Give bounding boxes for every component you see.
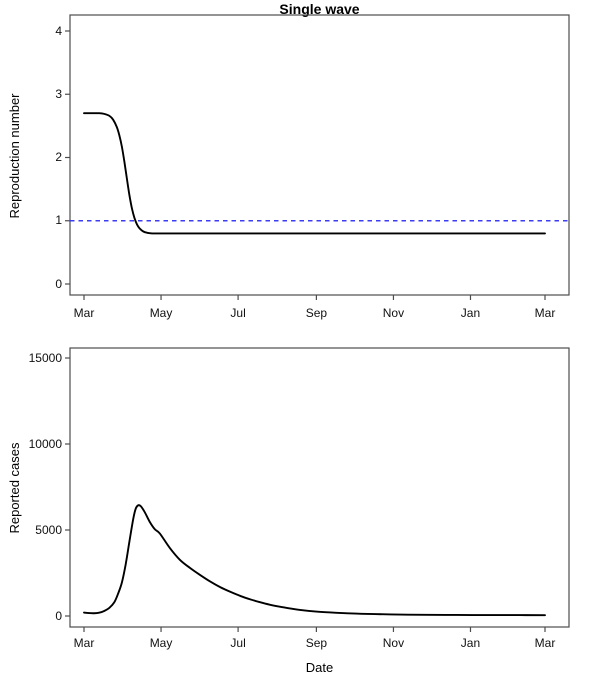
y-tick-label: 0	[55, 608, 62, 623]
y-tick-label: 0	[55, 276, 62, 291]
y-tick-label: 10000	[28, 436, 62, 451]
x-tick-label: Nov	[382, 306, 405, 320]
y-tick-label: 15000	[28, 350, 62, 365]
x-tick-label: May	[149, 306, 173, 320]
x-tick-label: Mar	[73, 306, 95, 320]
x-tick-label: Mar	[73, 636, 95, 650]
y-tick-label: 1	[55, 213, 62, 228]
x-tick-label: Jan	[460, 636, 481, 650]
x-tick-label: May	[149, 636, 173, 650]
y-tick-label: 5000	[35, 522, 62, 537]
x-axis-title-date: Date	[305, 660, 334, 675]
series-curve-reproduction-number-over-time	[83, 112, 546, 235]
x-tick-label: Jul	[230, 636, 246, 650]
x-tick-label: Nov	[382, 636, 405, 650]
series-curve-reported-cases-over-time	[83, 504, 546, 617]
figure-title: Single wave	[279, 1, 360, 17]
y-tick-label: 3	[55, 86, 62, 101]
x-tick-label: Jul	[230, 306, 246, 320]
x-tick-label: Sep	[305, 306, 328, 320]
x-tick-label: Mar	[534, 306, 556, 320]
plot-box	[69, 347, 570, 628]
plot-box	[69, 14, 570, 296]
y-tick-label: 2	[55, 150, 62, 164]
x-tick-label: Jan	[460, 306, 481, 320]
y-tick-label: 4	[55, 23, 62, 38]
x-tick-label: Sep	[305, 636, 328, 650]
x-tick-label: Mar	[534, 636, 556, 650]
